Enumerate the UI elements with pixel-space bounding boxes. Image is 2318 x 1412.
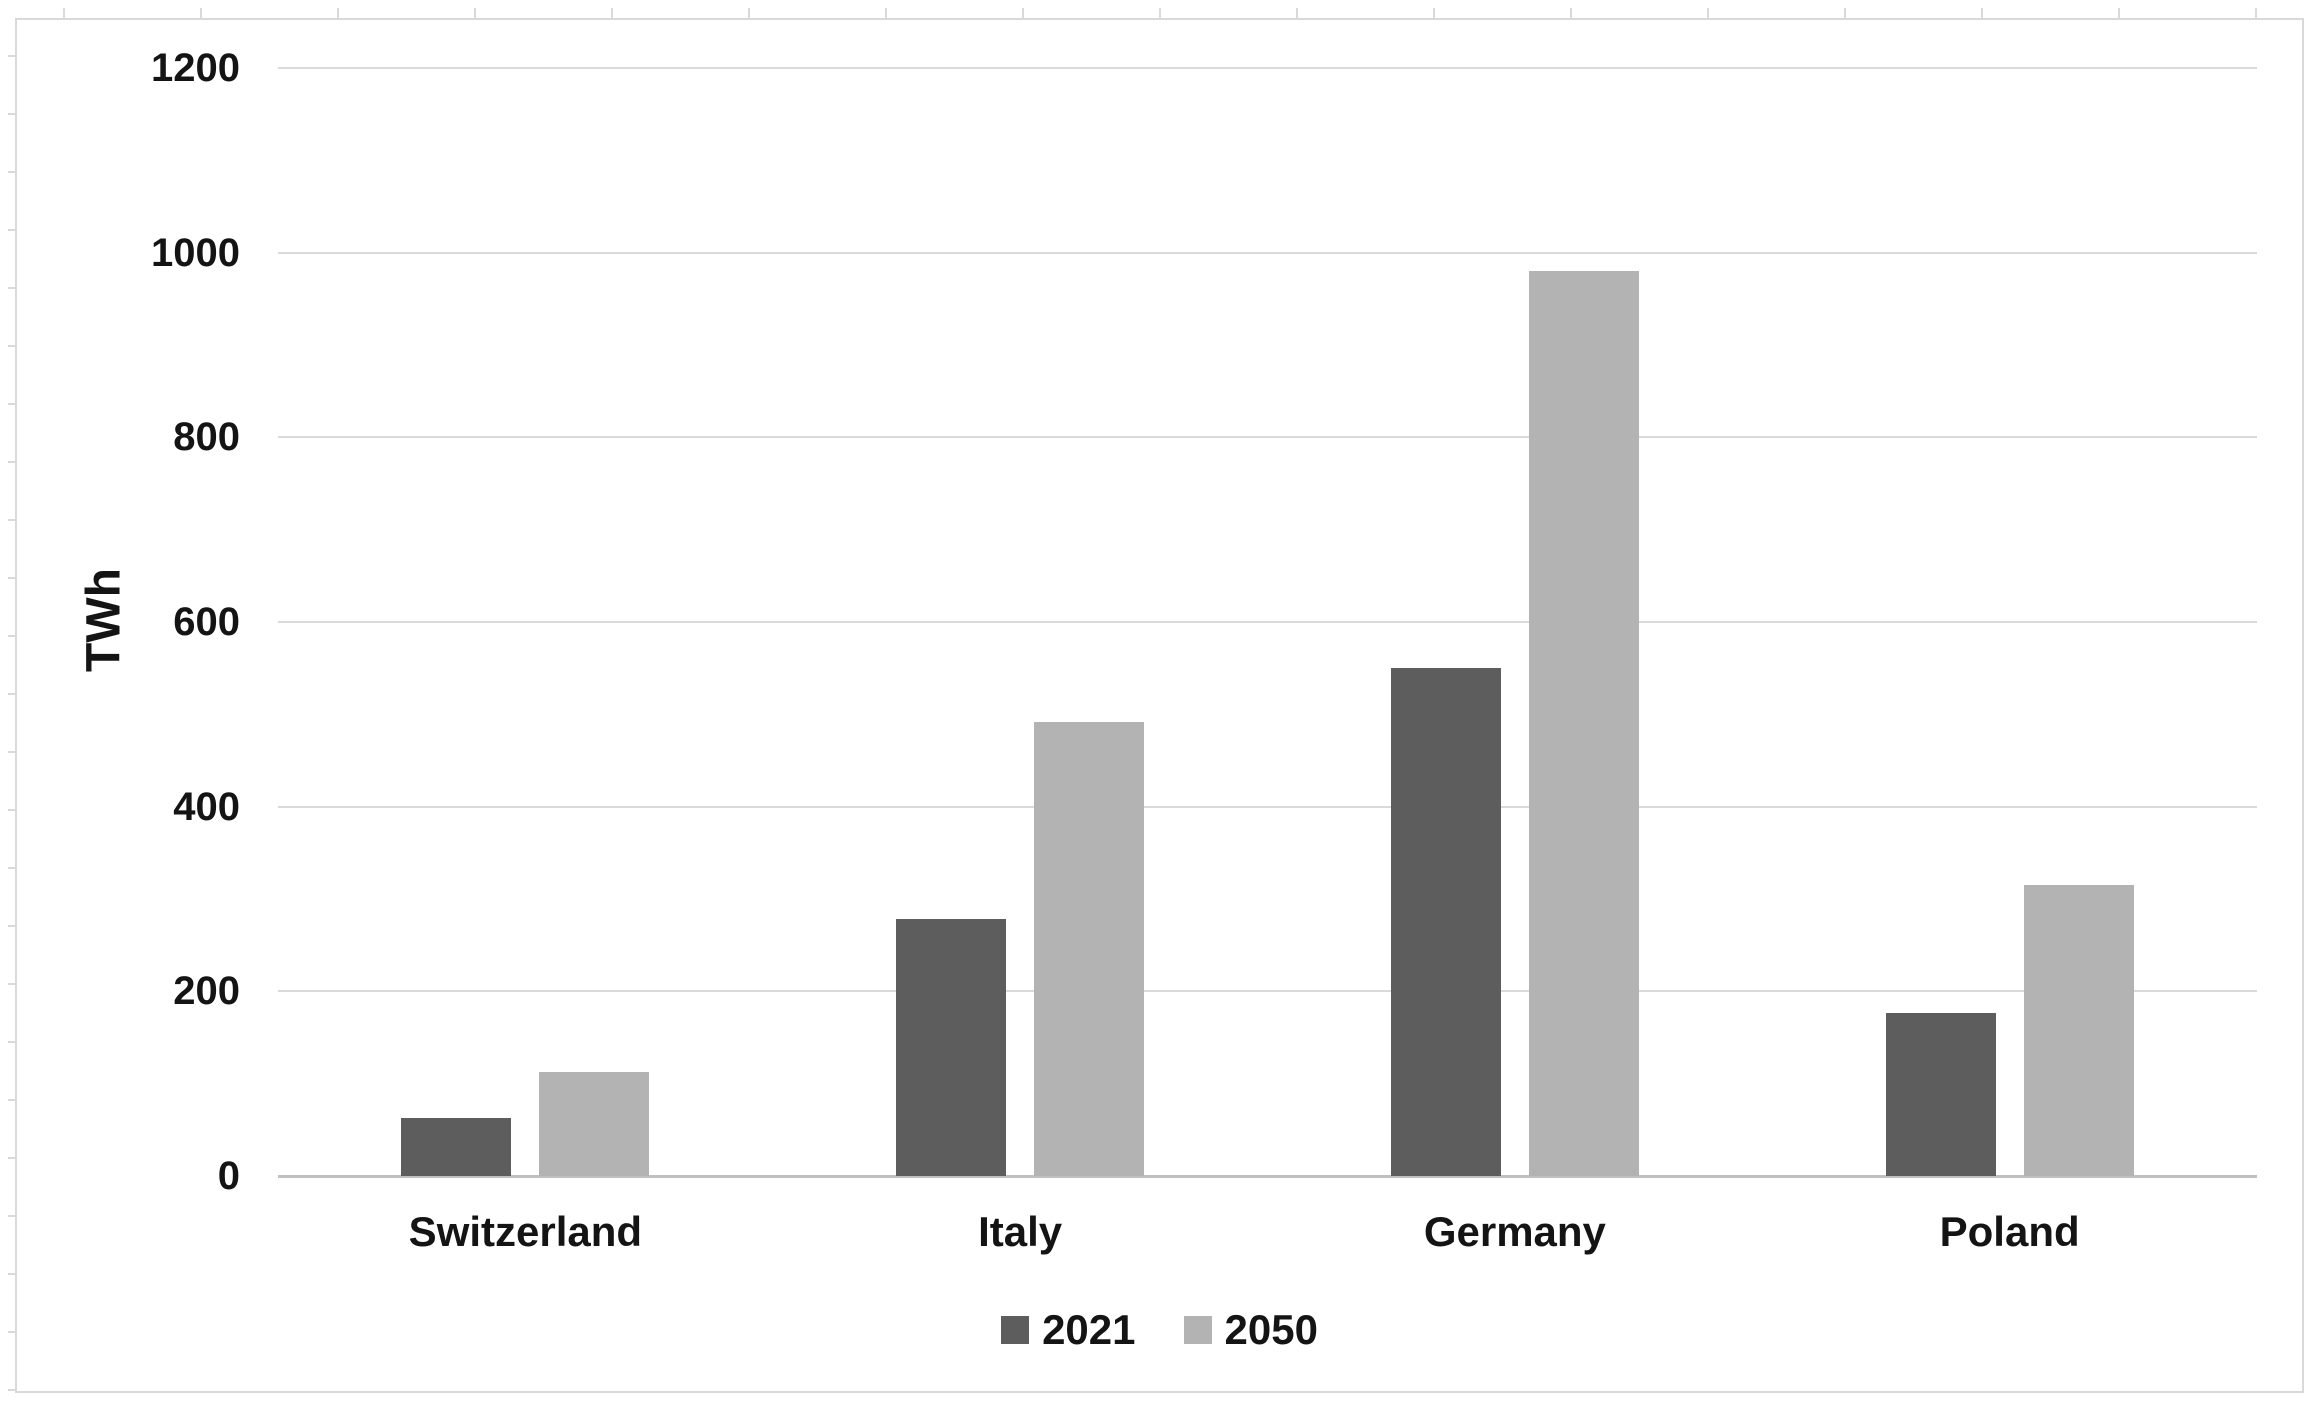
sheet-row-tick [8, 1389, 15, 1391]
sheet-column-tick [474, 8, 476, 18]
bar-2050-germany [1528, 271, 1639, 1176]
legend-swatch-2021 [1001, 1316, 1030, 1344]
sheet-row-tick [8, 55, 15, 57]
gridline-600 [278, 621, 2257, 623]
sheet-column-tick [748, 8, 750, 18]
category-label-germany: Germany [1423, 1208, 1606, 1255]
sheet-row-tick [8, 693, 15, 695]
legend: 2021 2050 [17, 1308, 2302, 1352]
sheet-row-tick [8, 1041, 15, 1043]
bar-2050-poland [2023, 885, 2134, 1176]
sheet-row-tick [8, 461, 15, 463]
sheet-row-tick [8, 983, 15, 985]
sheet-row-tick [8, 925, 15, 927]
bar-2021-poland [1885, 1012, 1996, 1176]
sheet-column-tick [1022, 8, 1024, 18]
bar-2021-italy [896, 919, 1007, 1176]
sheet-row-tick [8, 171, 15, 173]
ytick-label-200: 200 [173, 969, 240, 1014]
sheet-row-tick [8, 403, 15, 405]
sheet-column-tick [63, 8, 65, 18]
sheet-row-tick [8, 751, 15, 753]
bar-2021-switzerland [401, 1117, 512, 1176]
sheet-column-tick [2118, 8, 2120, 18]
ytick-label-1200: 1200 [151, 46, 240, 90]
gridline-1200 [278, 67, 2257, 69]
ytick-label-0: 0 [217, 1154, 240, 1198]
legend-label-2021: 2021 [1042, 1306, 1136, 1353]
ytick-label-400: 400 [173, 784, 240, 829]
sheet-column-tick [1707, 8, 1709, 18]
category-label-switzerland: Switzerland [408, 1208, 643, 1255]
sheet-column-tick [1981, 8, 1983, 18]
ytick-label-600: 600 [173, 600, 240, 644]
sheet-column-tick [1433, 8, 1435, 18]
ytick-label-800: 800 [173, 415, 240, 460]
gridline-1000 [278, 251, 2257, 254]
sheet-row-tick [8, 635, 15, 637]
bar-2021-germany [1390, 668, 1501, 1176]
sheet-row-tick [8, 1157, 15, 1159]
sheet-column-tick [611, 8, 613, 18]
x-axis-line [278, 1175, 2257, 1178]
legend-item-2021: 2021 [1001, 1306, 1136, 1353]
category-label-italy: Italy [978, 1208, 1063, 1255]
sheet-column-tick [1296, 8, 1298, 18]
bar-2050-italy [1034, 721, 1145, 1176]
sheet-column-tick [885, 8, 887, 18]
sheet-column-tick [2255, 8, 2257, 18]
legend-item-2050: 2050 [1183, 1306, 1318, 1353]
sheet-row-tick [8, 345, 15, 347]
category-label-poland: Poland [1939, 1208, 2080, 1255]
gridline-400 [278, 805, 2257, 808]
sheet-row-tick [8, 809, 15, 811]
sheet-row-tick [8, 1215, 15, 1217]
sheet-column-tick [1570, 8, 1572, 18]
sheet-row-tick [8, 867, 15, 869]
gridline-200 [278, 990, 2257, 993]
chart-frame: TWh 0 200 400 600 800 1000 1200 Switzerland Ita… [15, 18, 2304, 1393]
sheet-row-tick [8, 113, 15, 115]
sheet-row-tick [8, 229, 15, 231]
sheet-column-tick [1159, 8, 1161, 18]
sheet-row-tick [8, 577, 15, 579]
sheet-column-tick [200, 8, 202, 18]
gridline-800 [278, 436, 2257, 439]
sheet-column-tick [1844, 8, 1846, 18]
ytick-label-1000: 1000 [151, 230, 240, 275]
sheet-row-tick [8, 519, 15, 521]
bar-2050-switzerland [539, 1071, 650, 1176]
legend-label-2050: 2050 [1224, 1306, 1318, 1353]
sheet-column-tick [337, 8, 339, 18]
plot-area [278, 67, 2257, 1178]
sheet-row-tick [8, 1331, 15, 1333]
sheet-row-tick [8, 287, 15, 289]
legend-swatch-2050 [1183, 1316, 1212, 1344]
sheet-row-tick [8, 1273, 15, 1275]
sheet-row-tick [8, 1099, 15, 1101]
